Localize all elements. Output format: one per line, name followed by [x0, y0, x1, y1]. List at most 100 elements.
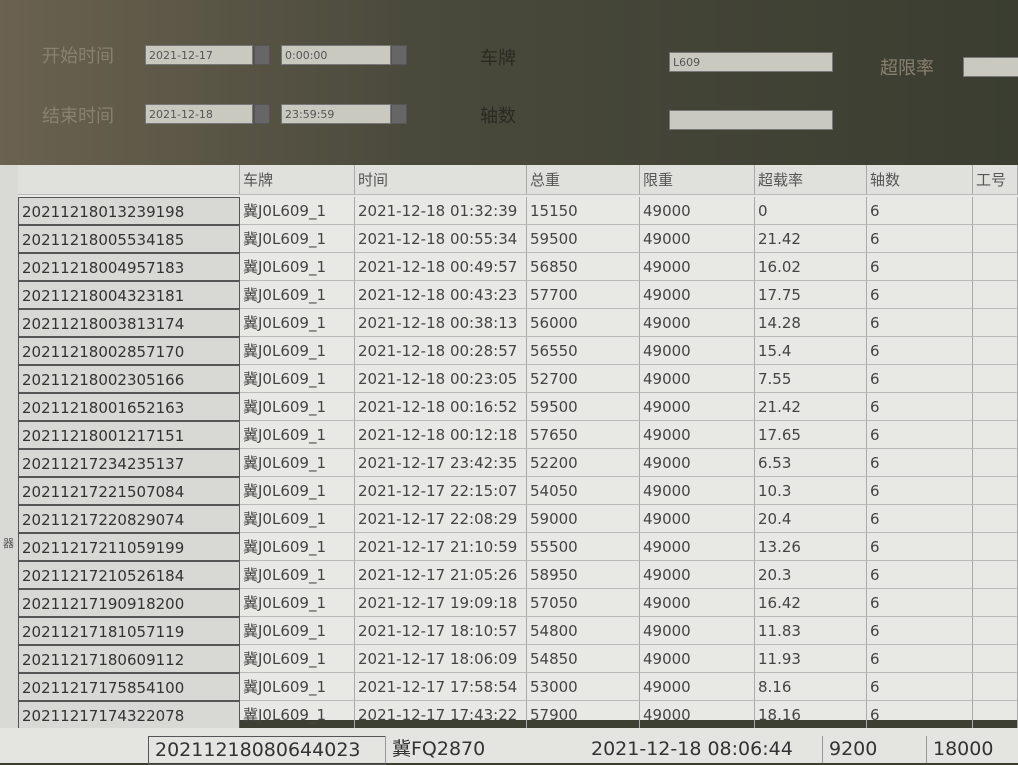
table-row[interactable]: 20211217175854100 冀J0L609_1 2021-12-17 17:… — [18, 673, 1018, 701]
cell-rate: 17.75 — [755, 281, 867, 309]
cell-axles: 6 — [867, 253, 973, 281]
cell-time: 2021-12-17 19:09:18 — [355, 589, 527, 617]
cell-rate: 11.83 — [755, 617, 867, 645]
cell-id: 20211217175854100 — [18, 673, 240, 701]
cell-rate: 7.55 — [755, 365, 867, 393]
table-row[interactable]: 20211218004957183 冀J0L609_1 2021-12-18 00:… — [18, 253, 1018, 281]
column-header-rate[interactable]: 超载率 — [755, 165, 867, 195]
end-date-dropdown[interactable] — [254, 104, 270, 124]
cell-limit: 49000 — [640, 589, 755, 617]
cell-id: 20211218002857170 — [18, 337, 240, 365]
table-row[interactable]: 20211218004323181 冀J0L609_1 2021-12-18 00:… — [18, 281, 1018, 309]
cell-worker — [973, 393, 1018, 421]
cell-axles: 6 — [867, 673, 973, 701]
column-header-limit[interactable]: 限重 — [640, 165, 755, 195]
end-time-label: 结束时间 — [42, 106, 114, 127]
cell-worker — [973, 253, 1018, 281]
bottom-id[interactable]: 20211218080644023 — [148, 736, 386, 765]
cell-id: 20211217190918200 — [18, 589, 240, 617]
cell-plate: 冀J0L609_1 — [240, 477, 355, 505]
column-header-plate[interactable]: 车牌 — [240, 165, 355, 195]
cell-rate: 16.42 — [755, 589, 867, 617]
cell-worker — [973, 197, 1018, 225]
cell-axles: 6 — [867, 477, 973, 505]
cell-plate: 冀J0L609_1 — [240, 701, 355, 729]
cell-limit: 49000 — [640, 197, 755, 225]
cell-limit: 49000 — [640, 337, 755, 365]
cell-axles: 6 — [867, 309, 973, 337]
plate-label: 车牌 — [480, 48, 516, 69]
table-row[interactable]: 20211217220829074 冀J0L609_1 2021-12-17 22:… — [18, 505, 1018, 533]
cell-id: 20211217220829074 — [18, 505, 240, 533]
results-table[interactable]: 车牌 时间 总重 限重 超载率 轴数 工号 20211218013239198 冀J0L609_… — [18, 165, 1018, 729]
column-header-time[interactable]: 时间 — [355, 165, 527, 195]
table-row[interactable]: 20211217181057119 冀J0L609_1 2021-12-17 18:… — [18, 617, 1018, 645]
cell-limit: 49000 — [640, 477, 755, 505]
cell-axles: 6 — [867, 421, 973, 449]
cell-time: 2021-12-18 00:23:05 — [355, 365, 527, 393]
cell-limit: 49000 — [640, 225, 755, 253]
end-date-input[interactable]: 2021-12-18 — [145, 104, 253, 124]
cell-id: 20211217211059199 — [18, 533, 240, 561]
start-date-input[interactable]: 2021-12-17 — [145, 45, 253, 65]
start-time-spinner[interactable] — [391, 45, 407, 65]
table-row[interactable]: 20211217210526184 冀J0L609_1 2021-12-17 21:… — [18, 561, 1018, 589]
cell-rate: 21.42 — [755, 225, 867, 253]
plate-input[interactable]: L609 — [669, 52, 833, 72]
table-row[interactable]: 20211218002857170 冀J0L609_1 2021-12-18 00:… — [18, 337, 1018, 365]
cell-worker — [973, 477, 1018, 505]
table-row[interactable]: 20211217190918200 冀J0L609_1 2021-12-17 19:… — [18, 589, 1018, 617]
start-time-input[interactable]: 0:00:00 — [281, 45, 391, 65]
table-header[interactable]: 车牌 时间 总重 限重 超载率 轴数 工号 — [18, 165, 1018, 195]
cell-time: 2021-12-18 00:16:52 — [355, 393, 527, 421]
table-row[interactable]: 20211217180609112 冀J0L609_1 2021-12-17 18:… — [18, 645, 1018, 673]
table-row[interactable]: 20211218001652163 冀J0L609_1 2021-12-18 00:… — [18, 393, 1018, 421]
cell-rate: 17.65 — [755, 421, 867, 449]
start-time-label: 开始时间 — [42, 46, 114, 67]
table-row[interactable]: 20211218003813174 冀J0L609_1 2021-12-18 00:… — [18, 309, 1018, 337]
cell-time: 2021-12-17 17:43:22 — [355, 701, 527, 729]
cell-axles: 6 — [867, 589, 973, 617]
table-row[interactable]: 20211218002305166 冀J0L609_1 2021-12-18 00:… — [18, 365, 1018, 393]
end-time-spinner[interactable] — [391, 104, 407, 124]
cell-plate: 冀J0L609_1 — [240, 533, 355, 561]
cell-total: 54800 — [527, 617, 640, 645]
cell-rate: 15.4 — [755, 337, 867, 365]
column-header-worker[interactable]: 工号 — [973, 165, 1018, 195]
table-row[interactable]: 20211217174322078 冀J0L609_1 2021-12-17 17:… — [18, 701, 1018, 729]
bottom-limit: 18000 — [926, 736, 993, 763]
side-label: 器 — [3, 537, 14, 550]
cell-time: 2021-12-18 00:55:34 — [355, 225, 527, 253]
table-row[interactable]: 20211218005534185 冀J0L609_1 2021-12-18 00:… — [18, 225, 1018, 253]
start-date-dropdown[interactable] — [254, 45, 270, 65]
cell-rate: 11.93 — [755, 645, 867, 673]
cell-rate: 21.42 — [755, 393, 867, 421]
cell-rate: 13.26 — [755, 533, 867, 561]
table-row[interactable]: 20211217211059199 冀J0L609_1 2021-12-17 21:… — [18, 533, 1018, 561]
cell-axles: 6 — [867, 561, 973, 589]
cell-rate: 10.3 — [755, 477, 867, 505]
cell-id: 20211217210526184 — [18, 561, 240, 589]
column-header-total[interactable]: 总重 — [527, 165, 640, 195]
cell-plate: 冀J0L609_1 — [240, 337, 355, 365]
cell-limit: 49000 — [640, 505, 755, 533]
cell-total: 52200 — [527, 449, 640, 477]
table-row[interactable]: 20211217234235137 冀J0L609_1 2021-12-17 23:… — [18, 449, 1018, 477]
cell-id: 20211218005534185 — [18, 225, 240, 253]
cell-limit: 49000 — [640, 309, 755, 337]
cell-plate: 冀J0L609_1 — [240, 617, 355, 645]
table-row[interactable]: 20211218001217151 冀J0L609_1 2021-12-18 00:… — [18, 421, 1018, 449]
cell-worker — [973, 421, 1018, 449]
cell-worker — [973, 449, 1018, 477]
column-header-id[interactable] — [18, 165, 240, 195]
table-row[interactable]: 20211217221507084 冀J0L609_1 2021-12-17 22:… — [18, 477, 1018, 505]
cell-plate: 冀J0L609_1 — [240, 365, 355, 393]
cell-rate: 18.16 — [755, 701, 867, 729]
table-row[interactable]: 20211218013239198 冀J0L609_1 2021-12-18 01:… — [18, 197, 1018, 225]
cell-rate: 8.16 — [755, 673, 867, 701]
end-time-input[interactable]: 23:59:59 — [281, 104, 391, 124]
cell-worker — [973, 561, 1018, 589]
axle-input[interactable] — [669, 110, 833, 130]
rate-input[interactable] — [963, 57, 1018, 77]
column-header-axles[interactable]: 轴数 — [867, 165, 973, 195]
